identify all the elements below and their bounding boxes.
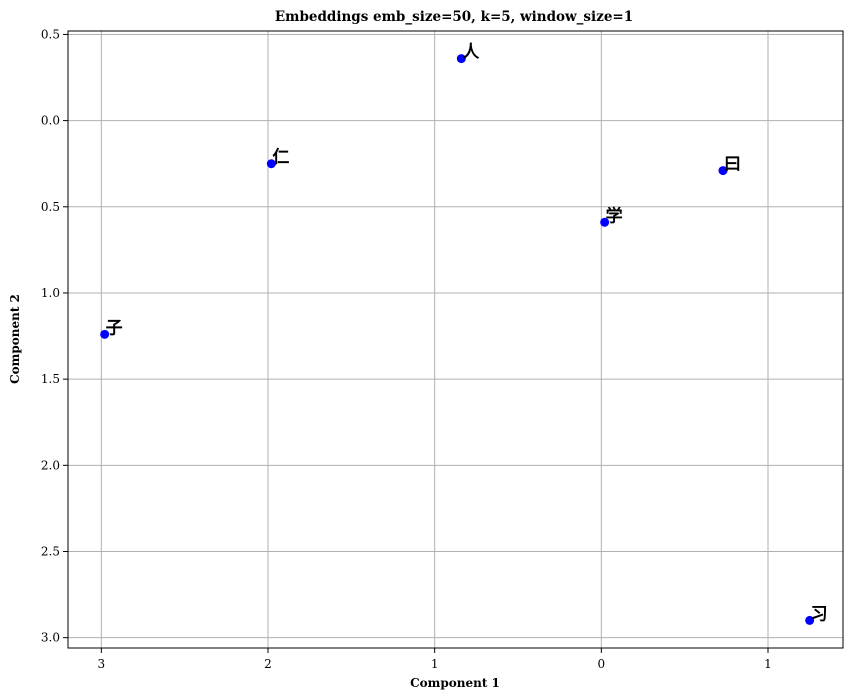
y-tick-label: 2.0 <box>41 458 60 472</box>
x-tick-label: 1 <box>764 657 772 671</box>
plot-frame <box>67 30 844 649</box>
point-label: 习 <box>811 604 828 624</box>
y-tick-label: 1.5 <box>41 372 60 386</box>
y-tick-label: 0.0 <box>41 114 60 128</box>
data-point <box>805 615 815 625</box>
y-tick-label: 1.0 <box>41 286 60 300</box>
grid-lines <box>68 31 843 648</box>
point-label: 曰 <box>724 155 741 175</box>
point-label: 学 <box>606 205 623 226</box>
data-point <box>600 217 610 227</box>
data-point <box>266 159 276 169</box>
axis-ticks: 3 2 1 0 1 0.5 0.0 0.5 1.0 1.5 2.0 2.5 3.0 <box>41 27 772 671</box>
data-point <box>718 166 728 176</box>
x-tick-label: 0 <box>598 657 606 671</box>
x-tick-label: 2 <box>264 657 272 671</box>
point-label: 子 <box>106 318 123 338</box>
y-tick-label: 3.0 <box>41 631 60 645</box>
data-point <box>456 54 466 64</box>
chart-title: Embeddings emb_size=50, k=5, window_size… <box>275 9 633 25</box>
point-label: 仁 <box>272 147 289 168</box>
y-axis-label: Component 2 <box>8 294 22 384</box>
y-tick-label: 2.5 <box>41 544 60 558</box>
y-tick-label: 0.5 <box>41 27 60 41</box>
y-tick-label: 0.5 <box>41 200 60 214</box>
x-tick-label: 1 <box>431 657 439 671</box>
data-point <box>100 329 110 339</box>
x-tick-label: 3 <box>98 657 106 671</box>
point-label: 人 <box>462 43 480 63</box>
x-axis-label: Component 1 <box>410 676 500 690</box>
